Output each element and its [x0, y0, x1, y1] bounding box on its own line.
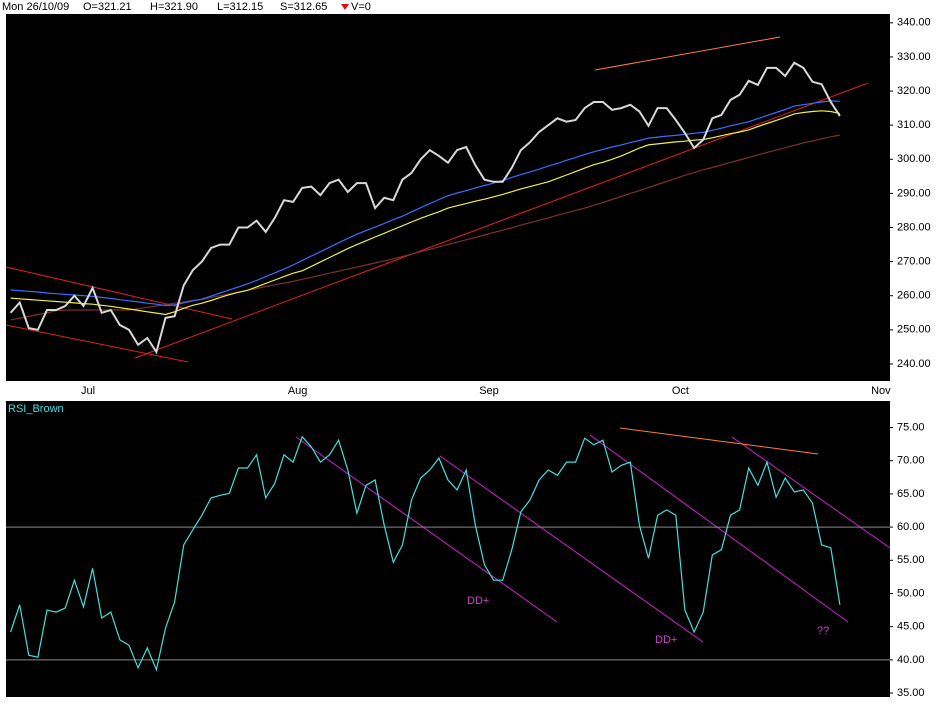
y-tick-label: 250.00 — [897, 324, 931, 336]
header-volume: V=0 — [351, 1, 371, 13]
trendline — [5, 266, 233, 320]
x-tick-label: Jul — [81, 385, 95, 397]
line-series — [9, 61, 841, 355]
trendline — [295, 436, 558, 623]
y-tick-label: 40.00 — [897, 654, 925, 666]
y-tick-label: 320.00 — [897, 85, 931, 97]
x-tick-label: Oct — [672, 385, 689, 397]
annotation: DD+ — [467, 595, 489, 607]
y-tick-label: 55.00 — [897, 554, 925, 566]
rsi-trendlines — [295, 427, 891, 643]
header-open: O=321.21 — [83, 1, 132, 13]
header-low: L=312.15 — [217, 1, 263, 13]
line-series — [10, 134, 841, 321]
down-arrow — [341, 4, 349, 10]
y-tick-label: 240.00 — [897, 358, 931, 370]
line-series — [10, 100, 840, 307]
y-tick-label: 340.00 — [897, 17, 931, 29]
price-panel — [6, 14, 890, 381]
trendline — [439, 455, 704, 643]
y-tick-label: 50.00 — [897, 587, 925, 599]
trendline — [619, 427, 819, 455]
trendline — [731, 436, 891, 549]
line-series — [10, 110, 841, 316]
y-tick-label: 35.00 — [897, 687, 925, 699]
y-tick-label: 300.00 — [897, 153, 931, 165]
x-tick-label: Nov — [871, 385, 891, 397]
y-tick-label: 290.00 — [897, 187, 931, 199]
y-tick-label: 280.00 — [897, 221, 931, 233]
y-tick-label: 60.00 — [897, 521, 925, 533]
header-date: Mon 26/10/09 — [2, 1, 69, 13]
header-high: H=321.90 — [150, 1, 198, 13]
y-tick-label: 65.00 — [897, 488, 925, 500]
y-tick-label: 45.00 — [897, 621, 925, 633]
y-tick-label: 270.00 — [897, 256, 931, 268]
y-tick-label: 75.00 — [897, 421, 925, 433]
y-tick-label: 70.00 — [897, 455, 925, 467]
trendline — [134, 82, 869, 359]
x-tick-label: Sep — [479, 385, 499, 397]
line-series — [10, 435, 841, 672]
x-tick-label: Aug — [288, 385, 308, 397]
trendline — [594, 36, 781, 71]
price-trendlines — [5, 36, 869, 363]
y-tick-label: 330.00 — [897, 51, 931, 63]
trendline — [5, 324, 189, 363]
annotation: DD+ — [655, 634, 677, 646]
header: Mon 26/10/09 O=321.21 H=321.90 L=312.15 … — [2, 1, 371, 13]
annotation: ?? — [817, 625, 829, 637]
trendline — [589, 434, 849, 623]
rsi-title: RSI_Brown — [8, 403, 64, 415]
header-close: S=312.65 — [280, 1, 327, 13]
rsi-panel — [6, 401, 890, 697]
y-tick-label: 310.00 — [897, 119, 931, 131]
y-tick-label: 260.00 — [897, 290, 931, 302]
